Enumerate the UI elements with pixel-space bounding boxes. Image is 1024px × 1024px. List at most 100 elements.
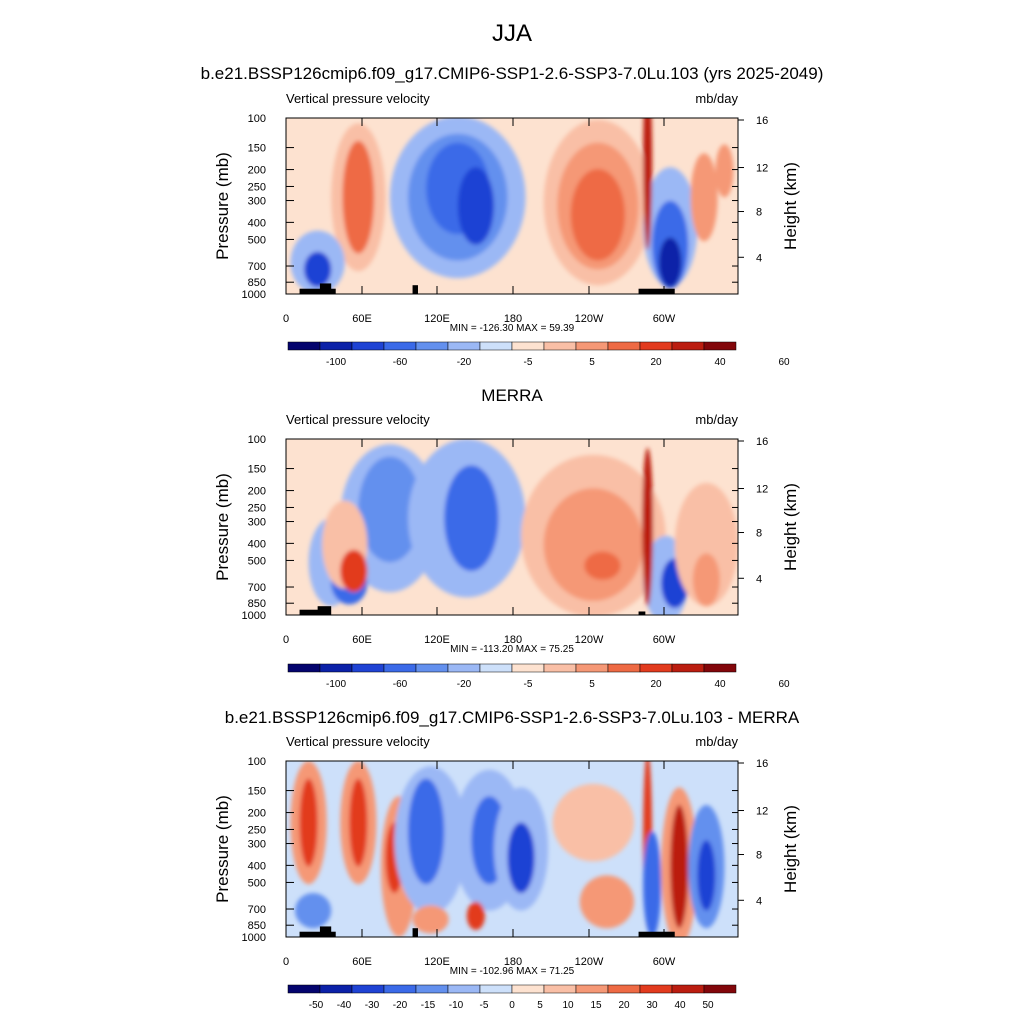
colorbar-swatch [415,341,449,351]
y-tick-label: 850 [248,920,266,932]
y-tick-label: 250 [248,181,266,193]
contour-region [715,144,734,198]
contour-region [408,778,445,885]
colorbar-swatch [511,341,545,351]
contour-region [584,551,621,580]
contour-field [286,761,738,937]
x-tick-label: 0 [283,956,289,968]
colorbar-swatch [415,663,449,673]
colorbar-label: 15 [590,1000,602,1011]
y-tick-label: 400 [248,860,266,872]
colorbar-swatch [671,984,705,994]
panel-title: b.e21.BSSP126cmip6.f09_g17.CMIP6-SSP1-2.… [225,708,800,727]
y-tick-label: 200 [248,165,266,177]
topography [299,288,336,294]
contour-region [358,456,422,563]
x-tick-label: 60W [653,313,676,325]
colorbar-swatch [639,663,673,673]
x-tick-label: 60W [653,634,676,646]
colorbar-label: 60 [778,679,790,690]
colorbar-swatch [287,984,321,994]
units-label: mb/day [695,734,738,749]
colorbar-swatch [703,984,737,994]
colorbar-swatch [543,984,577,994]
colorbar-swatch [351,663,385,673]
y-right-tick-label: 8 [756,207,762,219]
y-tick-label: 300 [248,517,266,529]
y-axis-title: Pressure (mb) [213,473,232,581]
panel-title: MERRA [481,386,543,405]
colorbar-swatch [703,341,737,351]
colorbar-swatch [575,663,609,673]
y-tick-label: 1000 [242,289,266,301]
min-max-stats: MIN = -126.30 MAX = 59.39 [450,323,575,334]
colorbar-swatch [351,984,385,994]
colorbar-swatch [511,663,545,673]
topography [638,288,675,294]
colorbar-label: -30 [365,1000,380,1011]
topography [638,931,675,937]
contour-region [349,778,368,867]
colorbar-swatch [575,341,609,351]
y-tick-label: 700 [248,582,266,594]
y-tick-label: 100 [248,434,266,446]
contour-region [643,831,662,937]
colorbar-label: 20 [618,1000,630,1011]
y-right-tick-label: 16 [756,758,768,770]
y-tick-label: 500 [248,877,266,889]
x-tick-label: 180 [504,634,522,646]
contour-region [674,482,738,607]
colorbar-swatch [703,663,737,673]
colorbar-label: 10 [562,1000,574,1011]
plot-frame [285,438,739,616]
x-tick-label: 60W [653,956,676,968]
colorbar-swatch [639,984,673,994]
colorbar-swatch [607,663,641,673]
x-tick-label: 0 [283,313,289,325]
contour-region [299,778,318,867]
y-right-tick-label: 16 [756,436,768,448]
contour-region [643,118,653,250]
y-tick-label: 150 [248,143,266,155]
y-tick-label: 700 [248,261,266,273]
contour-region [295,893,332,929]
contour-region [642,447,654,607]
colorbar-swatch [447,341,481,351]
topography [412,928,418,937]
colorbar-label: 30 [646,1000,658,1011]
colorbar-label: 50 [702,1000,714,1011]
colorbar-label: -20 [457,679,472,690]
colorbar-label: 20 [650,679,662,690]
colorbar-swatch [351,341,385,351]
left-label: Vertical pressure velocity [286,412,430,427]
y-tick-label: 500 [248,555,266,567]
y-right-tick-label: 12 [756,484,768,496]
colorbar-label: 5 [589,357,595,368]
x-tick-label: 180 [504,956,522,968]
plot-frame [285,760,739,938]
y-tick-label: 700 [248,904,266,916]
colorbar-swatch [319,663,353,673]
topography [319,283,332,294]
x-tick-label: 120W [575,634,604,646]
contour-region [444,465,499,571]
colorbar-swatch [447,663,481,673]
colorbar-label: -5 [524,679,533,690]
y-axis-right-title: Height (km) [781,483,800,571]
x-tick-label: 120W [575,956,604,968]
colorbar-label: -50 [309,1000,324,1011]
contour-region [543,488,644,601]
y-right-tick-label: 16 [756,115,768,127]
colorbar-swatch [639,341,673,351]
x-tick-label: 120E [424,313,450,325]
colorbar-swatch [511,984,545,994]
y-tick-label: 150 [248,464,266,476]
panel-title: b.e21.BSSP126cmip6.f09_g17.CMIP6-SSP1-2.… [201,64,824,83]
y-right-tick-label: 4 [756,252,762,264]
colorbar-label: -60 [393,357,408,368]
colorbar-label: -5 [480,1000,489,1011]
contour-region [466,901,485,930]
colorbar-label: 20 [650,357,662,368]
min-max-stats: MIN = -102.96 MAX = 71.25 [450,966,575,977]
x-tick-label: 60E [352,956,372,968]
